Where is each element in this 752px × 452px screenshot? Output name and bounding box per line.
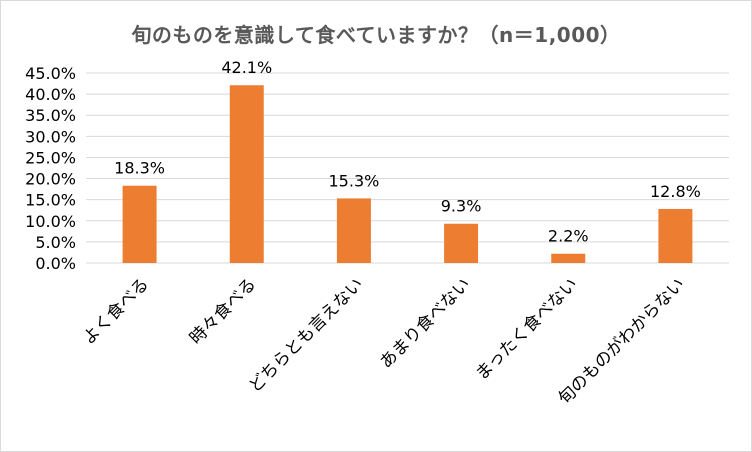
y-tick-label: 45.0%: [25, 64, 76, 83]
bar: [444, 223, 479, 263]
bar: [336, 198, 371, 263]
y-tick-label: 5.0%: [35, 233, 76, 252]
bar: [551, 253, 586, 263]
category-label: よく食べる: [79, 274, 153, 348]
y-tick-label: 35.0%: [25, 106, 76, 125]
y-tick-label: 10.0%: [25, 212, 76, 231]
category-label: 時々食べる: [186, 274, 260, 348]
y-tick-label: 40.0%: [25, 85, 76, 104]
bar: [658, 208, 693, 263]
category-label: まったく食べない: [472, 274, 582, 384]
data-label: 2.2%: [548, 227, 589, 246]
chart-title: 旬のものを意識して食べていますか？（n＝1,000）: [131, 23, 621, 47]
category-label: どちらとも言えない: [245, 274, 367, 396]
data-label: 15.3%: [329, 171, 380, 190]
data-labels: 18.3% 42.1% 15.3% 9.3% 2.2% 12.8%: [114, 58, 701, 245]
data-label: 18.3%: [114, 159, 165, 178]
bars: [122, 85, 693, 263]
y-tick-label: 30.0%: [25, 127, 76, 146]
y-tick-label: 0.0%: [35, 254, 76, 273]
category-label: あまり食べない: [376, 274, 474, 372]
y-tick-label: 25.0%: [25, 148, 76, 167]
y-tick-label: 20.0%: [25, 170, 76, 189]
data-label: 42.1%: [221, 58, 272, 77]
gridlines: [86, 72, 729, 264]
bar: [122, 185, 157, 263]
y-axis: 0.0% 5.0% 10.0% 15.0% 20.0% 25.0% 30.0% 35.0% 40…: [25, 64, 76, 273]
bar: [229, 85, 264, 263]
y-tick-label: 15.0%: [25, 191, 76, 210]
data-label: 12.8%: [650, 182, 701, 201]
data-label: 9.3%: [441, 197, 482, 216]
